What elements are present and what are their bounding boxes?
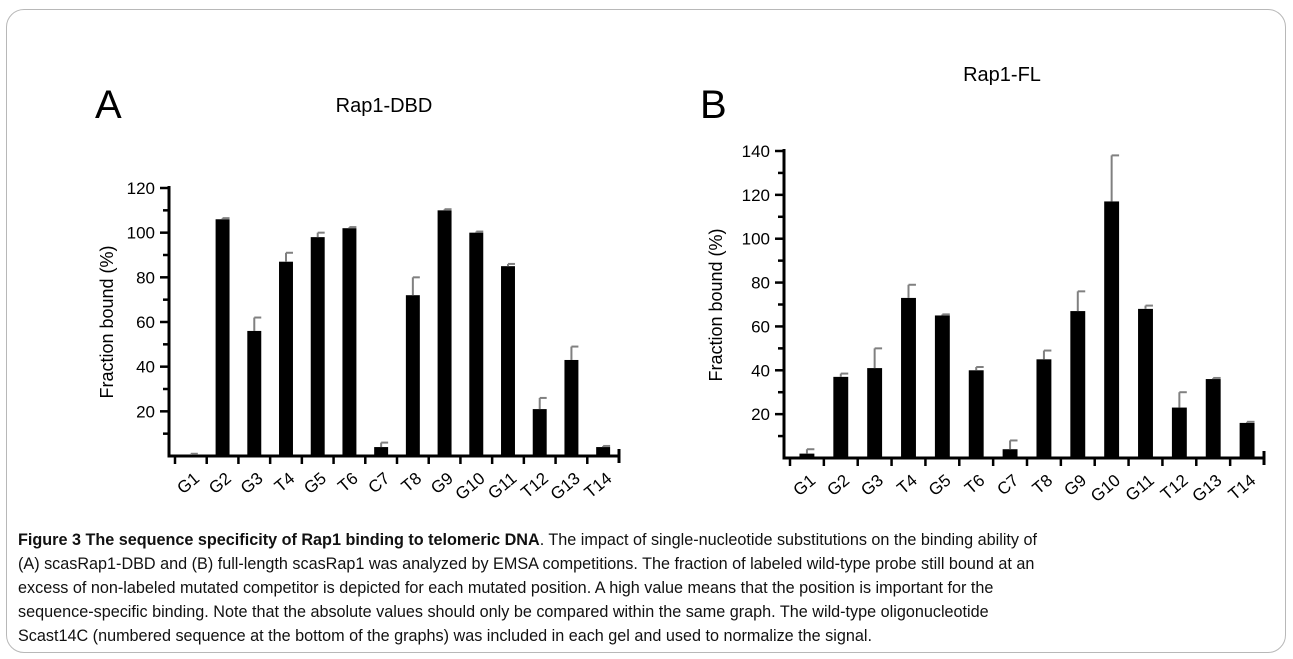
chart-a-y-tick-label: 60 xyxy=(136,313,155,332)
chart-b-x-tick-label-g5: G5 xyxy=(925,471,955,500)
chart-a-x-tick-label-g9: G9 xyxy=(427,469,457,498)
chart-b-x-tick-label-g2: G2 xyxy=(823,471,853,500)
chart-a-x-tick-label-g13: G13 xyxy=(547,469,584,504)
chart-a-panel-label: A xyxy=(95,83,122,127)
chart-b-title: Rap1-FL xyxy=(963,64,1041,86)
caption-line-4: sequence-specific binding. Note that the… xyxy=(18,603,989,621)
chart-b-bar-g5 xyxy=(934,315,950,458)
caption-line-2: (A) scasRap1-DBD and (B) full-length sca… xyxy=(18,555,1035,573)
chart-a-x-tick-label-g11: G11 xyxy=(484,469,520,503)
chart-a-y-tick-label: 80 xyxy=(136,268,155,287)
chart-b-bar-g2 xyxy=(833,376,849,458)
chart-b-panel-label: B xyxy=(700,83,727,127)
chart-a-x-tick-label-g3: G3 xyxy=(237,469,267,498)
chart-a-bar-c7 xyxy=(374,447,389,456)
chart-b-bar-g3 xyxy=(867,368,883,458)
caption-line-5: Scast14C (numbered sequence at the botto… xyxy=(18,627,872,645)
figure-charts: A Rap1-DBD Fraction bound (%) 20 40 60 80 100 12… xyxy=(95,64,1266,506)
chart-a-bar-g3 xyxy=(247,330,262,456)
chart-b-x-tick-label-g13: G13 xyxy=(1189,471,1226,506)
chart-b-x-tick-label-t8: T8 xyxy=(1029,471,1056,498)
chart-b-ylabel: Fraction bound (%) xyxy=(706,228,726,381)
chart-b-x-tick-label-t6: T6 xyxy=(961,471,988,498)
chart-b-y-tick-label: 80 xyxy=(751,274,770,293)
chart-a-bar-g1 xyxy=(183,454,198,456)
chart-a-x-tick-label-g5: G5 xyxy=(300,469,330,498)
chart-b-x-tick-label-g9: G9 xyxy=(1060,471,1090,500)
chart-b-bar-t14 xyxy=(1239,422,1255,458)
chart-a-y-tick-label: 40 xyxy=(136,358,155,377)
chart-a-bar-g5 xyxy=(310,237,325,456)
chart-a-x-tick-label-t14: T14 xyxy=(581,469,616,502)
chart-b-bar-g10 xyxy=(1104,201,1120,458)
caption-line-3: excess of non-labeled mutated competitor… xyxy=(18,579,994,597)
chart-a-bar-t4 xyxy=(279,261,293,456)
chart-b-y-tick-label: 100 xyxy=(742,230,770,249)
chart-b-bar-t4 xyxy=(901,297,916,458)
chart-b-bar-g9 xyxy=(1070,311,1086,458)
figure-frame xyxy=(6,9,1286,653)
chart-a-bar-g11 xyxy=(501,266,515,456)
chart-a-bar-t14 xyxy=(596,447,611,456)
chart-b-x-tick-label-g11: G11 xyxy=(1122,471,1158,505)
chart-b-x-tick-label-c7: C7 xyxy=(993,471,1022,500)
chart-b-y-tick-label: 60 xyxy=(751,317,770,336)
chart-b-x-tick-label-g1: G1 xyxy=(790,471,820,500)
chart-a-x-tick-label-g2: G2 xyxy=(205,469,235,498)
chart-b-y-tick-label: 120 xyxy=(742,186,770,205)
chart-a-title: Rap1-DBD xyxy=(336,95,433,117)
chart-a-x-tick-label-c7: C7 xyxy=(365,469,394,498)
chart-b-x-tick-label-g10: G10 xyxy=(1087,471,1124,506)
chart-a-bar-t8 xyxy=(405,295,420,456)
chart-a-y-tick-label: 100 xyxy=(127,224,155,243)
figure-caption: Figure 3 The sequence specificity of Rap… xyxy=(18,528,1280,648)
chart-a-x-tick-label-t4: T4 xyxy=(271,469,298,496)
chart-b-x-tick-label-t14: T14 xyxy=(1225,471,1260,504)
chart-a-x-tick-label-t6: T6 xyxy=(334,469,361,496)
chart-a-bar-t12 xyxy=(532,409,547,456)
chart-b-bar-t12 xyxy=(1171,407,1187,458)
chart-a-x-tick-label-g10: G10 xyxy=(452,469,489,504)
chart-a-bar-t6 xyxy=(342,228,357,456)
chart-b-bar-g1 xyxy=(799,453,815,458)
chart-b-x-tick-label-t12: T12 xyxy=(1157,471,1192,504)
chart-a-bar-g9 xyxy=(437,210,452,456)
chart-b-bar-g13 xyxy=(1205,379,1221,458)
chart-a-x-tick-label-t8: T8 xyxy=(398,469,425,496)
chart-a-bar-g13 xyxy=(564,359,579,456)
chart-b-y-tick-label: 20 xyxy=(751,405,770,424)
chart-b-bar-t6 xyxy=(968,370,984,458)
chart-b-y-tick-label: 140 xyxy=(742,142,770,161)
chart-b-bar-c7 xyxy=(1002,449,1018,458)
chart-b-y-tick-label: 40 xyxy=(751,361,770,380)
chart-b-bar-g11 xyxy=(1138,308,1153,458)
chart-a-ylabel: Fraction bound (%) xyxy=(97,245,117,398)
chart-a-x-tick-label-t12: T12 xyxy=(517,469,552,502)
chart-a-bar-g10 xyxy=(469,232,484,456)
chart-b-x-tick-label-t4: T4 xyxy=(893,471,920,498)
chart-b-bar-t8 xyxy=(1036,359,1052,458)
caption-label: Figure 3 The sequence specificity of Rap… xyxy=(18,531,540,549)
chart-a-x-tick-label-g1: G1 xyxy=(174,469,204,498)
caption-line-1: . The impact of single-nucleotide substi… xyxy=(539,531,1038,549)
chart-b-x-tick-label-g3: G3 xyxy=(857,471,887,500)
chart-a-y-tick-label: 120 xyxy=(127,179,155,198)
chart-a-bar-g2 xyxy=(215,219,230,456)
chart-a-y-tick-label: 20 xyxy=(136,402,155,421)
